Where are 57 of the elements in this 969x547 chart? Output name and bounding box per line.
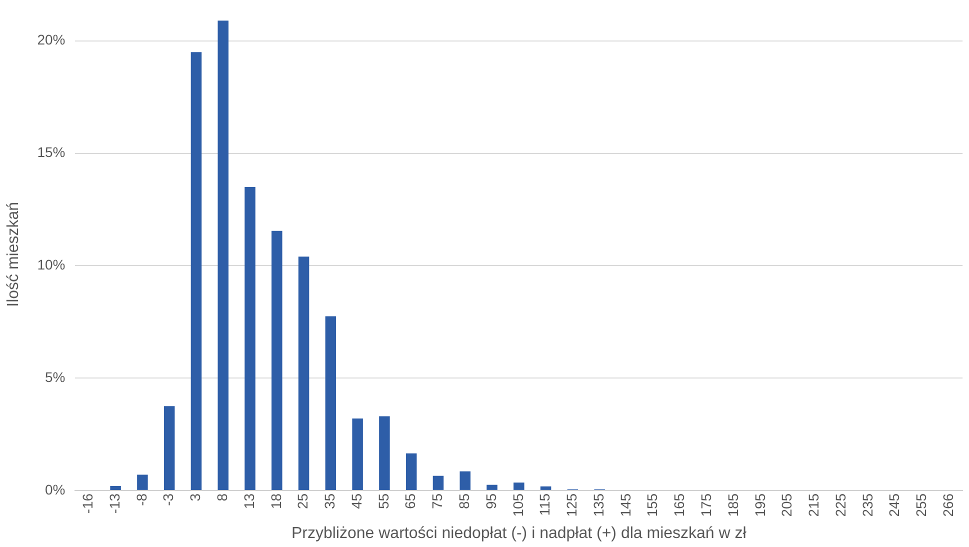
x-tick-label: 225 (832, 493, 848, 517)
y-tick-label: 0% (44, 481, 66, 498)
x-tick-label: 85 (456, 493, 472, 510)
x-tick-label: 266 (940, 493, 956, 517)
x-tick-label: 175 (698, 493, 714, 517)
x-tick-label: 95 (482, 493, 499, 510)
bar (137, 474, 148, 490)
x-tick-label: 125 (564, 493, 580, 517)
x-tick-label: 205 (778, 493, 795, 517)
bar (379, 416, 390, 490)
x-tick-label: 195 (752, 493, 768, 517)
x-tick-label: 215 (806, 493, 822, 517)
x-tick-label: -3 (160, 493, 176, 506)
x-axis-title: Przybliżone wartości niedopłat (-) i nadpłat (+) dla mieszkań w zł (291, 524, 747, 542)
bar (540, 486, 552, 490)
x-tick-label: 135 (590, 493, 606, 517)
x-tick-label: 105 (510, 493, 526, 517)
bar (244, 186, 256, 490)
x-tick-label: 45 (348, 493, 364, 510)
y-tick-label: 15% (37, 144, 66, 160)
x-tick-label: 245 (886, 493, 902, 517)
x-tick-label: 255 (913, 493, 930, 517)
x-tick-label: 165 (671, 493, 688, 517)
y-axis-title: Ilość mieszkań (5, 202, 22, 307)
x-tick-label: -13 (106, 493, 122, 514)
x-tick-label: 55 (375, 493, 392, 510)
x-tick-label: 155 (644, 493, 660, 517)
x-tick-label: 8 (214, 493, 230, 502)
bar (298, 256, 310, 490)
x-tick-label: -16 (80, 493, 96, 514)
y-tick-label: 20% (37, 32, 66, 48)
bar (352, 418, 363, 490)
bar (218, 20, 228, 490)
x-tick-label: 235 (859, 493, 876, 517)
x-tick-label: 65 (402, 493, 418, 510)
x-tick-label: 35 (322, 493, 338, 510)
bar (190, 52, 202, 490)
x-tick-label: 75 (429, 493, 446, 510)
bar (110, 486, 121, 490)
bar (272, 230, 282, 490)
x-tick-label: 145 (617, 493, 634, 517)
bar (325, 316, 336, 490)
y-tick-label: 10% (37, 256, 66, 273)
bar (164, 406, 175, 490)
x-tick-label: 13 (240, 493, 257, 510)
bar (432, 476, 444, 490)
bar (460, 471, 470, 490)
x-tick-label: 25 (294, 493, 311, 510)
bar (486, 484, 498, 490)
x-tick-label: 3 (187, 493, 204, 502)
bar (514, 482, 524, 490)
x-tick-label: 185 (724, 493, 741, 517)
bar (406, 453, 417, 490)
x-tick-label: -8 (133, 493, 150, 506)
x-tick-label: 115 (536, 493, 553, 516)
x-tick-label: 18 (268, 493, 284, 510)
y-tick-label: 5% (44, 368, 66, 385)
